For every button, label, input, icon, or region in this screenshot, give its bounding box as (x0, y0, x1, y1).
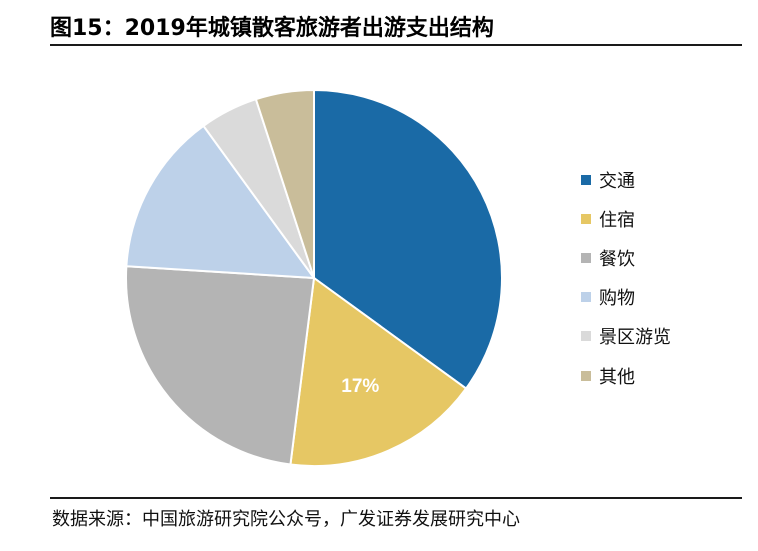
legend-item-3: 购物 (581, 278, 671, 317)
legend-swatch-1 (581, 213, 591, 224)
chart-title: 图15：2019年城镇散客旅游者出游支出结构 (50, 16, 494, 41)
slice-data-label-1: 17% (341, 376, 379, 397)
pie-slice-2 (125, 265, 316, 466)
source-divider (50, 497, 742, 499)
chart-legend: 交通住宿餐饮购物景区游览其他 (581, 160, 671, 395)
legend-label-5: 其他 (599, 366, 635, 388)
legend-item-1: 住宿 (581, 199, 671, 238)
legend-label-4: 景区游览 (599, 327, 671, 349)
pie-slice-0 (313, 88, 503, 390)
source-note: 数据来源：中国旅游研究院公众号，广发证券发展研究中心 (52, 509, 520, 530)
legend-item-4: 景区游览 (581, 317, 671, 356)
legend-label-3: 购物 (599, 288, 635, 310)
legend-item-5: 其他 (581, 356, 671, 395)
title-divider (50, 44, 742, 46)
legend-swatch-3 (581, 292, 591, 303)
legend-swatch-0 (581, 174, 591, 185)
legend-swatch-4 (581, 331, 591, 342)
pie-slice-1 (289, 276, 468, 467)
pie-slice-3 (125, 124, 317, 280)
legend-item-2: 餐饮 (581, 238, 671, 277)
legend-label-2: 餐饮 (599, 248, 635, 270)
legend-swatch-2 (581, 252, 591, 263)
pie-slice-5 (254, 88, 315, 279)
legend-label-1: 住宿 (599, 209, 635, 231)
legend-swatch-5 (581, 370, 591, 381)
legend-item-0: 交通 (581, 160, 671, 199)
legend-label-0: 交通 (599, 170, 635, 192)
